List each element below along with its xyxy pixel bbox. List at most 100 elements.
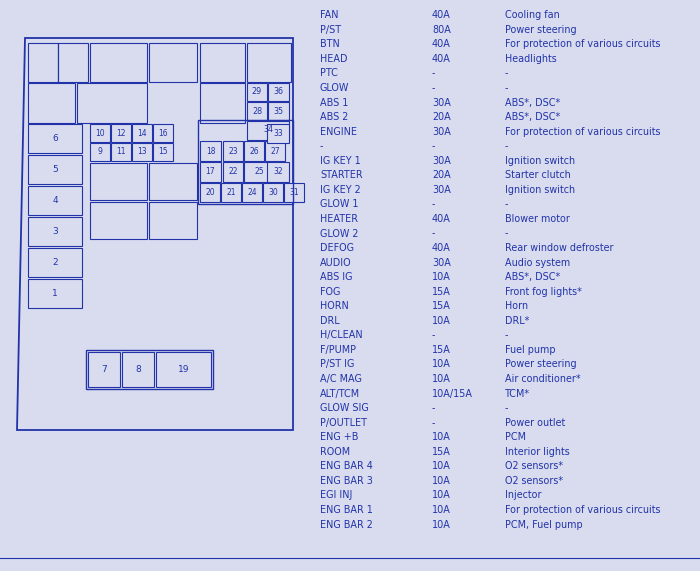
Text: FAN: FAN: [320, 10, 339, 21]
Text: -: -: [505, 141, 508, 151]
Text: 34: 34: [263, 126, 273, 135]
Bar: [132, 143, 152, 161]
Bar: [268, 83, 289, 101]
Text: 26: 26: [249, 147, 259, 155]
Bar: [200, 141, 221, 161]
Text: 19: 19: [178, 365, 189, 374]
Bar: [88, 352, 120, 387]
Bar: [200, 43, 245, 82]
Text: For protection of various circuits: For protection of various circuits: [505, 127, 661, 136]
Text: 10A/15A: 10A/15A: [432, 389, 473, 399]
Text: 15A: 15A: [432, 447, 451, 457]
Bar: [28, 43, 58, 82]
Text: ENG BAR 3: ENG BAR 3: [320, 476, 373, 486]
Text: ENG BAR 2: ENG BAR 2: [320, 520, 372, 529]
Text: HEATER: HEATER: [320, 214, 358, 224]
Text: P/ST: P/ST: [320, 25, 341, 35]
Bar: [242, 183, 262, 202]
Text: 23: 23: [228, 147, 238, 155]
Text: H/CLEAN: H/CLEAN: [320, 331, 363, 340]
Text: ABS*, DSC*: ABS*, DSC*: [505, 272, 560, 282]
Text: For protection of various circuits: For protection of various circuits: [505, 39, 661, 49]
Bar: [122, 352, 154, 387]
Text: 7: 7: [101, 365, 107, 374]
Text: Front fog lights*: Front fog lights*: [505, 287, 582, 297]
Text: 15: 15: [158, 147, 168, 156]
Text: -: -: [505, 228, 508, 239]
Text: 12: 12: [116, 128, 126, 138]
Text: 36: 36: [273, 87, 283, 96]
Text: ROOM: ROOM: [320, 447, 350, 457]
Bar: [263, 183, 283, 202]
Text: 28: 28: [252, 107, 262, 115]
Text: P/ST IG: P/ST IG: [320, 360, 354, 369]
Bar: [200, 183, 220, 202]
Text: 20A: 20A: [432, 112, 451, 122]
Text: Cooling fan: Cooling fan: [505, 10, 560, 21]
Bar: [244, 162, 274, 182]
Text: GLOW: GLOW: [320, 83, 349, 93]
Text: 80A: 80A: [432, 25, 451, 35]
Text: HORN: HORN: [320, 301, 349, 311]
Text: Injector: Injector: [505, 490, 542, 500]
Text: GLOW 1: GLOW 1: [320, 199, 358, 210]
Text: FOG: FOG: [320, 287, 340, 297]
Bar: [90, 124, 110, 142]
Text: -: -: [432, 403, 435, 413]
Text: ABS 2: ABS 2: [320, 112, 349, 122]
Bar: [153, 124, 173, 142]
Text: 22: 22: [228, 167, 238, 176]
Text: -: -: [505, 69, 508, 78]
Bar: [247, 43, 291, 82]
Text: ABS*, DSC*: ABS*, DSC*: [505, 98, 560, 107]
Text: 15A: 15A: [432, 345, 451, 355]
Text: 29: 29: [252, 87, 262, 96]
Bar: [223, 141, 243, 161]
Text: Starter clutch: Starter clutch: [505, 170, 570, 180]
Text: 10A: 10A: [432, 461, 451, 471]
Bar: [223, 162, 243, 182]
Text: 10A: 10A: [432, 432, 451, 442]
Bar: [90, 43, 147, 82]
Text: STARTER: STARTER: [320, 170, 363, 180]
Text: Headlights: Headlights: [505, 54, 556, 64]
Text: 10A: 10A: [432, 520, 451, 529]
Bar: [111, 124, 131, 142]
Text: Ignition switch: Ignition switch: [505, 185, 575, 195]
Text: DRL*: DRL*: [505, 316, 529, 326]
Text: 25: 25: [254, 167, 264, 176]
Bar: [247, 83, 267, 101]
Text: 40A: 40A: [432, 10, 451, 21]
Bar: [28, 217, 82, 246]
Bar: [77, 83, 147, 123]
Text: 24: 24: [247, 188, 257, 197]
Text: DEFOG: DEFOG: [320, 243, 354, 253]
Text: 18: 18: [206, 147, 216, 155]
Text: 40A: 40A: [432, 243, 451, 253]
Text: 10A: 10A: [432, 272, 451, 282]
Text: 10: 10: [95, 128, 105, 138]
Text: Power steering: Power steering: [505, 360, 577, 369]
Text: 10A: 10A: [432, 374, 451, 384]
Bar: [200, 162, 221, 182]
Bar: [90, 202, 147, 239]
Text: A/C MAG: A/C MAG: [320, 374, 362, 384]
Text: Blower motor: Blower motor: [505, 214, 570, 224]
Text: -: -: [432, 331, 435, 340]
Bar: [149, 202, 197, 239]
Text: IG KEY 2: IG KEY 2: [320, 185, 360, 195]
Text: BTN: BTN: [320, 39, 340, 49]
Text: HEAD: HEAD: [320, 54, 347, 64]
Text: 10A: 10A: [432, 476, 451, 486]
Text: 5: 5: [52, 165, 58, 174]
Text: For protection of various circuits: For protection of various circuits: [505, 505, 661, 515]
Bar: [28, 155, 82, 184]
Text: 4: 4: [52, 196, 58, 205]
Bar: [90, 143, 110, 161]
Text: 30A: 30A: [432, 185, 451, 195]
Text: -: -: [432, 69, 435, 78]
Text: 1: 1: [52, 289, 58, 298]
Text: -: -: [320, 141, 323, 151]
Text: IG KEY 1: IG KEY 1: [320, 156, 360, 166]
Text: ABS 1: ABS 1: [320, 98, 349, 107]
